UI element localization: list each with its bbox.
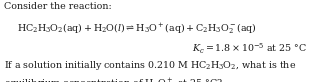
Text: equilibrium concentration of $\mathrm{H_3O^+}$ at 25 $\mathrm{\degree C}$?: equilibrium concentration of $\mathrm{H_… [4, 77, 223, 82]
Text: If a solution initially contains 0.210 M $\mathrm{HC_2H_3O_2}$, what is the: If a solution initially contains 0.210 M… [4, 59, 296, 72]
Text: $K_c = 1.8 \times 10^{-5}\mathrm{\ at\ 25\ \degree C}$: $K_c = 1.8 \times 10^{-5}\mathrm{\ at\ 2… [192, 41, 307, 56]
Text: Consider the reaction:: Consider the reaction: [4, 2, 111, 11]
Text: $\mathrm{HC_2H_3O_2}\mathrm{(aq) + H_2O}(\mathit{l}) \rightleftharpoons \mathrm{: $\mathrm{HC_2H_3O_2}\mathrm{(aq) + H_2O}… [17, 21, 257, 36]
